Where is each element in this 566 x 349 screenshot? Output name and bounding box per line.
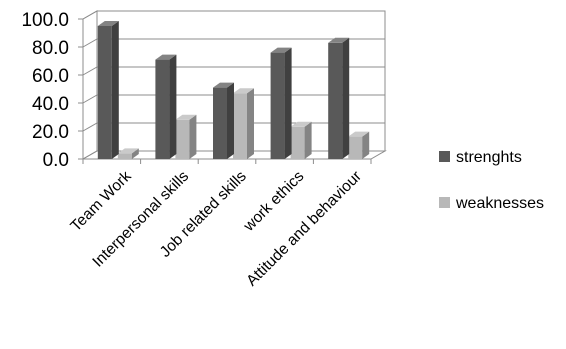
- bar-strenghts-side: [342, 37, 350, 159]
- bar-strenghts-side: [111, 21, 119, 159]
- bar-weaknesses-top: [233, 88, 254, 94]
- bar-weaknesses-top: [117, 148, 139, 154]
- bar-weaknesses: [290, 121, 312, 159]
- legend: strenghts weaknesses: [439, 149, 544, 212]
- bar-strenghts-side: [169, 54, 177, 159]
- bar-weaknesses-side: [189, 114, 197, 159]
- y-tick-label: 0.0: [43, 150, 69, 171]
- bar-strenghts: [270, 47, 292, 159]
- bar-strenghts-front: [270, 52, 285, 159]
- bars: [97, 21, 370, 159]
- bar-weaknesses: [348, 131, 370, 159]
- bar-strenghts-top: [328, 37, 350, 43]
- bar-strenghts-front: [155, 59, 170, 159]
- bar-weaknesses: [117, 148, 139, 159]
- bar-strenghts: [97, 21, 119, 159]
- bar-weaknesses-front: [348, 136, 363, 159]
- gridline: [82, 10, 385, 20]
- bar-weaknesses-side: [131, 148, 139, 159]
- bar-weaknesses: [175, 114, 197, 159]
- bar-weaknesses-top: [175, 114, 197, 120]
- bar-strenghts: [328, 37, 350, 159]
- bar-weaknesses-top: [290, 121, 312, 127]
- y-tick-label: 100.0: [21, 10, 69, 31]
- x-category-label: Attitude and behaviour: [243, 168, 365, 290]
- bar-strenghts: [213, 82, 234, 159]
- bar-strenghts-top: [270, 47, 292, 53]
- bar-weaknesses-front: [117, 153, 132, 159]
- bar-weaknesses-front: [175, 119, 190, 159]
- legend-swatch: [439, 151, 450, 162]
- bar-strenghts-top: [97, 21, 119, 26]
- bar-strenghts-front: [97, 26, 112, 159]
- bar-weaknesses-top: [348, 131, 370, 137]
- x-category-label: Interpersonal skills: [89, 168, 192, 271]
- bar-strenghts-top: [155, 54, 177, 60]
- bar-weaknesses-side: [362, 131, 370, 159]
- y-tick-label: 80.0: [32, 38, 69, 59]
- legend-label: weaknesses: [455, 195, 544, 212]
- bar-strenghts-side: [227, 82, 234, 159]
- bar-strenghts-front: [213, 87, 227, 159]
- bar-weaknesses-front: [290, 126, 305, 159]
- bar-strenghts-top: [213, 82, 234, 88]
- legend-label: strenghts: [456, 149, 522, 166]
- bar-strenghts-front: [328, 42, 343, 159]
- y-axis: 0.0 20.0 40.0 60.0 80.0 100.0: [21, 10, 84, 171]
- y-tick-label: 20.0: [32, 122, 69, 143]
- bar-weaknesses-front: [233, 93, 247, 159]
- bar-strenghts-side: [284, 47, 292, 159]
- gridline: [82, 38, 385, 48]
- side-wall: [82, 10, 98, 160]
- bar-strenghts: [155, 54, 177, 159]
- legend-swatch: [439, 197, 450, 208]
- y-tick-label: 60.0: [32, 66, 69, 87]
- bar-weaknesses: [233, 88, 254, 159]
- bar-weaknesses-side: [247, 88, 254, 159]
- y-tick-label: 40.0: [32, 94, 69, 115]
- bar-weaknesses-side: [304, 121, 312, 159]
